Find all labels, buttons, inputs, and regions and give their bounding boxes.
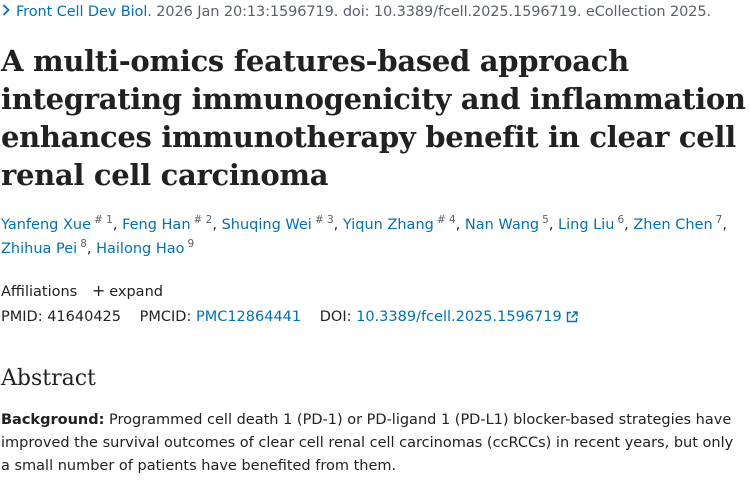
citation-line: Front Cell Dev Biol. 2026 Jan 20:13:1596…: [2, 4, 711, 20]
doi-label: DOI:: [319, 309, 352, 325]
affiliations-label: Affiliations: [1, 284, 78, 300]
pmid-value: 41640425: [47, 309, 122, 325]
doi-value: 10.3389/fcell.2025.1596719: [356, 309, 562, 325]
pmcid-label: PMCID:: [139, 309, 192, 325]
author-item: Zhen Chen 7,: [633, 214, 727, 233]
author-affiliation-ref[interactable]: # 2: [193, 214, 213, 226]
author-separator: ,: [212, 217, 222, 233]
author-item: Nan Wang 5,: [464, 214, 559, 233]
author-link[interactable]: Ling Liu: [558, 217, 615, 233]
journal-link[interactable]: Front Cell Dev Biol.: [16, 4, 152, 20]
article-title: A multi-omics features-based approach in…: [1, 44, 746, 192]
author-item: Yanfeng Xue # 1,: [1, 214, 123, 233]
author-link[interactable]: Yanfeng Xue: [1, 217, 92, 233]
author-item: Shuqing Wei # 3,: [221, 214, 343, 233]
background-label: Background:: [1, 412, 105, 428]
background-text: Programmed cell death 1 (PD-1) or PD-lig…: [1, 412, 734, 474]
author-affiliation-ref[interactable]: 5: [542, 214, 549, 226]
expand-button[interactable]: expand: [109, 284, 163, 300]
author-affiliation-ref[interactable]: 6: [617, 214, 625, 226]
abstract-background: Background: Programmed cell death 1 (PD-…: [1, 409, 746, 478]
author-affiliation-ref[interactable]: 7: [715, 214, 723, 226]
author-separator: ,: [112, 217, 123, 233]
author-link[interactable]: Zhen Chen: [633, 217, 713, 233]
author-affiliation-ref[interactable]: # 3: [314, 214, 334, 226]
author-list: Yanfeng Xue # 1, Feng Han # 2, Shuqing Wei…: [1, 213, 746, 261]
citation-details: 2026 Jan 20:13:1596719. doi: 10.3389/fce…: [156, 4, 711, 20]
author-item: Yiqun Zhang # 4,: [342, 214, 465, 233]
author-separator: ,: [548, 217, 559, 233]
author-separator: ,: [333, 217, 343, 233]
author-affiliation-ref[interactable]: 9: [187, 238, 195, 250]
pmid-label: PMID:: [1, 309, 43, 325]
abstract-heading: Abstract: [1, 366, 96, 391]
author-link[interactable]: Yiqun Zhang: [342, 217, 434, 233]
external-link-icon: [566, 311, 578, 327]
plus-icon[interactable]: +: [91, 281, 106, 300]
author-affiliation-ref[interactable]: 8: [80, 238, 87, 250]
affiliations-row: Affiliations + expand: [1, 281, 163, 300]
author-link[interactable]: Shuqing Wei: [221, 217, 312, 233]
author-separator: ,: [722, 217, 727, 233]
author-item: Ling Liu 6,: [558, 214, 634, 233]
doi-link[interactable]: 10.3389/fcell.2025.1596719: [356, 309, 578, 325]
identifiers-row: PMID: 41640425 PMCID: PMC12864441 DOI: 1…: [1, 309, 578, 327]
author-separator: ,: [455, 217, 465, 233]
author-link[interactable]: Hailong Hao: [96, 241, 185, 257]
author-link[interactable]: Zhihua Pei: [1, 241, 78, 257]
author-item: Feng Han # 2,: [122, 214, 222, 233]
author-link[interactable]: Feng Han: [122, 217, 191, 233]
author-affiliation-ref[interactable]: # 4: [436, 214, 456, 226]
author-separator: ,: [624, 217, 634, 233]
author-item: Hailong Hao 9: [96, 238, 195, 257]
author-affiliation-ref[interactable]: # 1: [94, 214, 113, 226]
author-separator: ,: [86, 241, 97, 257]
author-item: Zhihua Pei 8,: [1, 238, 97, 257]
author-link[interactable]: Nan Wang: [464, 217, 540, 233]
pmcid-link[interactable]: PMC12864441: [195, 309, 302, 325]
chevron-right-icon: [2, 4, 12, 20]
